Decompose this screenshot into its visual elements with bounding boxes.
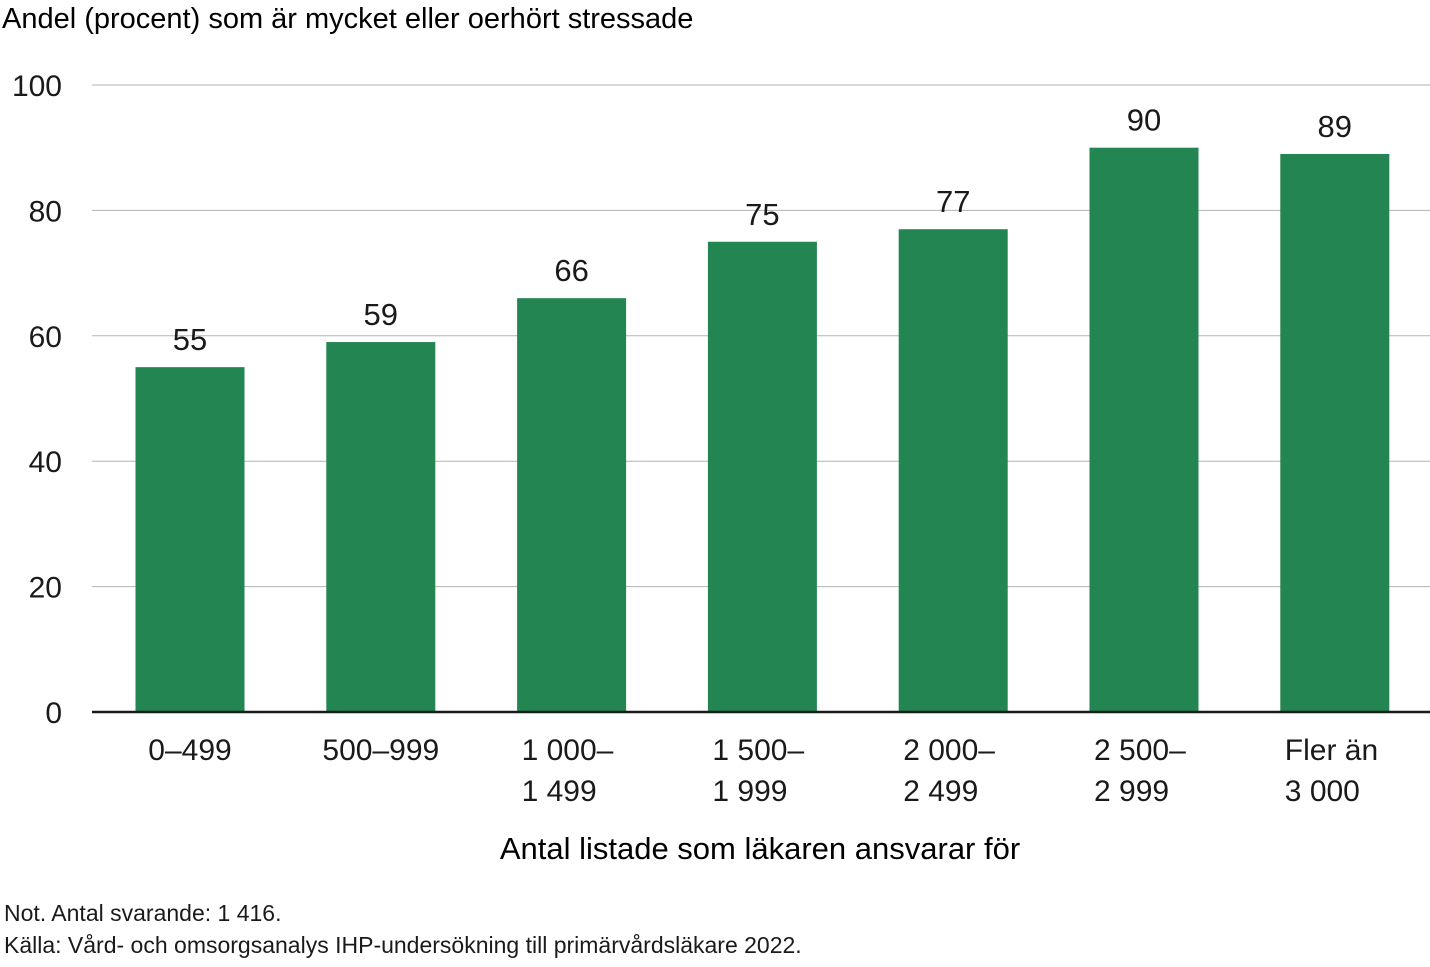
bar — [1089, 147, 1199, 712]
category-label-line: 1 000– — [522, 734, 614, 767]
category-label: 500–999 — [322, 734, 439, 767]
value-labels: 55 59 66 75 77 90 89 — [173, 103, 1352, 357]
y-tick-label: 100 — [12, 70, 62, 103]
category-label: 2 500– 2 999 — [1094, 734, 1186, 808]
chart-source: Källa: Vård- och omsorgsanalys IHP-under… — [4, 932, 802, 958]
bar-chart: Andel (procent) som är mycket eller oerh… — [2, 3, 1430, 866]
category-label-line: 2 000– — [903, 734, 995, 767]
y-tick-label: 80 — [29, 195, 62, 228]
x-axis-title: Antal listade som läkaren ansvarar för — [500, 831, 1020, 866]
y-tick-label: 0 — [45, 697, 62, 730]
bar — [898, 229, 1008, 712]
y-axis-ticks: 0 20 40 60 80 100 — [12, 70, 62, 730]
bar — [1280, 153, 1390, 713]
category-label: 1 500– 1 999 — [712, 734, 804, 808]
category-label-line: 1 499 — [522, 775, 597, 808]
bar-value-label: 55 — [173, 322, 207, 357]
category-label: 0–499 — [148, 734, 231, 767]
bar — [326, 342, 436, 712]
bar — [135, 367, 245, 712]
bar-value-label: 59 — [364, 297, 398, 332]
category-label: 1 000– 1 499 — [522, 734, 614, 808]
category-label-line: 1 500– — [712, 734, 804, 767]
category-label-line: 2 500– — [1094, 734, 1186, 767]
category-label-line: 1 999 — [712, 775, 787, 808]
bar-value-label: 90 — [1127, 103, 1161, 138]
y-tick-label: 40 — [29, 446, 62, 479]
category-label-line: 0–499 — [148, 734, 231, 767]
category-label-line: Fler än — [1285, 734, 1378, 767]
bar-value-label: 77 — [936, 184, 970, 219]
category-label-line: 500–999 — [322, 734, 439, 767]
bar-value-label: 75 — [745, 197, 779, 232]
y-tick-label: 20 — [29, 572, 62, 605]
bar — [517, 298, 627, 712]
bar-value-label: 66 — [554, 253, 588, 288]
category-label-line: 2 499 — [903, 775, 978, 808]
category-label: 2 000– 2 499 — [903, 734, 995, 808]
category-label-line: 3 000 — [1285, 775, 1360, 808]
y-tick-label: 60 — [29, 321, 62, 354]
bar-value-label: 89 — [1318, 109, 1352, 144]
y-axis-title: Andel (procent) som är mycket eller oerh… — [2, 3, 693, 35]
category-label: Fler än 3 000 — [1285, 734, 1378, 808]
category-labels: 0–499 500–999 1 000– 1 499 1 500– 1 999 2 000–… — [148, 734, 1378, 808]
category-label-line: 2 999 — [1094, 775, 1169, 808]
bars — [135, 147, 1390, 713]
bar — [707, 241, 817, 712]
chart-note: Not. Antal svarande: 1 416. — [4, 900, 282, 926]
